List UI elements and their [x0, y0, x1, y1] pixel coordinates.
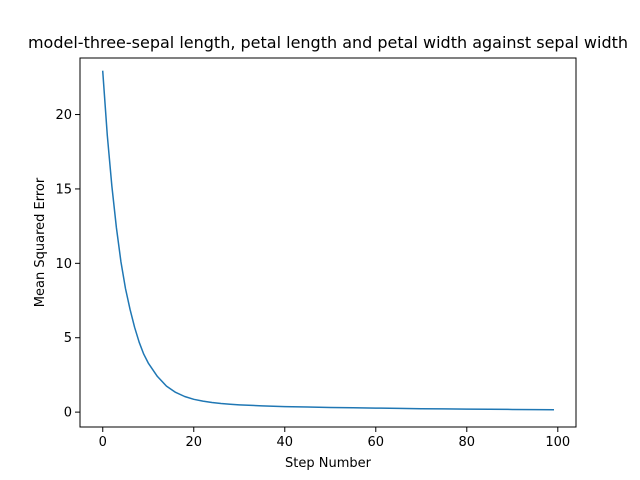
x-tick-label: 0: [99, 435, 107, 450]
y-tick-label: 20: [55, 108, 72, 123]
chart-title: model-three-sepal length, petal length a…: [28, 33, 628, 52]
y-axis-ticks: 0 5 10 15 20: [55, 108, 80, 421]
x-tick-label: 80: [459, 435, 476, 450]
x-tick-label: 40: [276, 435, 293, 450]
y-tick-label: 0: [64, 406, 72, 421]
x-tick-label: 60: [368, 435, 385, 450]
x-axis-ticks: 0 20 40 60 80 100: [99, 427, 570, 450]
y-axis-label: Mean Squared Error: [33, 177, 48, 307]
plot-area: [80, 58, 576, 427]
x-axis-label: Step Number: [285, 456, 372, 471]
y-tick-label: 10: [55, 257, 72, 272]
y-tick-label: 5: [64, 331, 72, 346]
x-tick-label: 100: [545, 435, 570, 450]
x-tick-label: 20: [185, 435, 202, 450]
plot-frame: [79, 57, 577, 428]
series-line-mse: [101, 70, 555, 411]
y-tick-label: 15: [55, 182, 72, 197]
